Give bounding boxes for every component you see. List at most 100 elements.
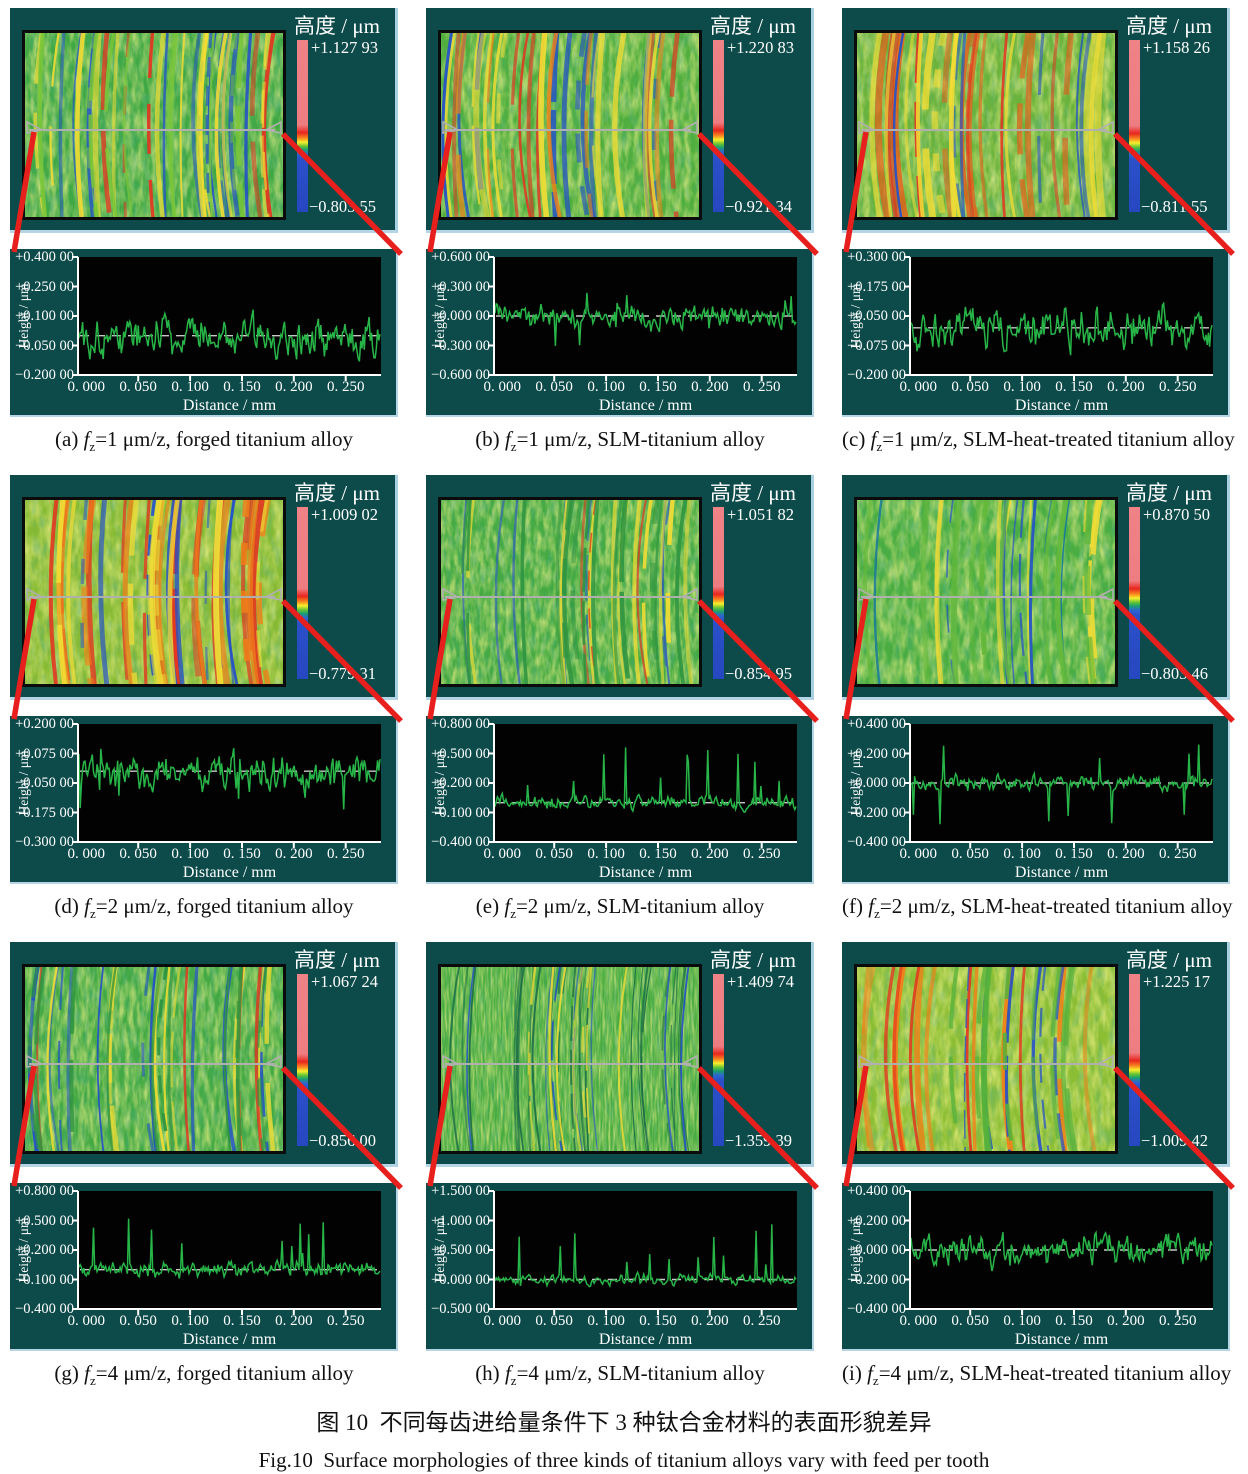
- surface-morphology-image: [438, 964, 702, 1155]
- panel-caption-text: =1 μm/z, SLM-heat-treated titanium alloy: [882, 427, 1235, 451]
- x-tick-label: 0. 100: [171, 1313, 209, 1330]
- panel-inner: 高度 / μm +1.051 82 −0.854 95 Height / μm …: [426, 475, 819, 928]
- colorbar-title: 高度 / μm: [1126, 481, 1212, 506]
- y-tick-label: −0.175 00: [15, 804, 74, 821]
- y-tick-label: −0.600 00: [431, 367, 490, 383]
- y-tick-label: +0.200 00: [15, 1242, 74, 1259]
- y-tick-label: −0.050 00: [15, 337, 74, 354]
- panel-inner: 高度 / μm +1.127 93 −0.803 55 Height / μm …: [10, 8, 403, 461]
- y-tick-label: +0.200 00: [847, 745, 906, 762]
- colorbar-max-label: +1.158 26: [1143, 38, 1211, 57]
- y-tick-label: +0.000 00: [431, 308, 490, 324]
- y-tick-label: −0.200 00: [847, 804, 906, 821]
- panel-caption-variable: f: [84, 894, 91, 919]
- x-tick-label: 0. 050: [951, 1313, 989, 1330]
- panel-caption-variable: f: [504, 894, 511, 919]
- surface-map-panel: 高度 / μm +1.220 83 −0.921 34: [426, 8, 819, 256]
- surface-texture: [441, 967, 699, 1152]
- x-tick-label: 0. 100: [587, 1313, 625, 1330]
- x-tick-label: 0. 250: [742, 379, 781, 395]
- figure-panel: 高度 / μm +1.009 02 −0.779 31 Height / μm …: [0, 467, 416, 934]
- surface-texture: [25, 500, 283, 685]
- profile-scan-line: [442, 1055, 698, 1069]
- x-tick-label: 0. 250: [326, 846, 365, 863]
- x-tick-label: 0. 200: [275, 379, 313, 395]
- surface-texture: [857, 967, 1115, 1152]
- surface-map-panel: 高度 / μm +1.225 17 −1.009 42: [842, 942, 1235, 1191]
- profile-scan-line: [858, 120, 1114, 134]
- panel-caption-variable-sub: z: [874, 906, 880, 922]
- x-axis-label: Distance / mm: [1014, 864, 1109, 882]
- figure-panel: 高度 / μm +1.127 93 −0.803 55 Height / μm …: [0, 0, 416, 467]
- panel-caption: (i) fz=4 μm/z, SLM-heat-treated titanium…: [842, 1359, 1231, 1395]
- y-tick-label: −0.200 00: [15, 367, 74, 383]
- x-tick-label: 0. 200: [691, 1313, 729, 1330]
- profile-plot-panel: Height / μm Distance / mm +1.500 00 +1.00…: [426, 1183, 814, 1352]
- x-tick-label: 0. 150: [639, 846, 677, 863]
- x-tick-label: 0. 000: [899, 1313, 938, 1330]
- surface-morphology-image: [22, 30, 286, 220]
- colorbar-title: 高度 / μm: [710, 948, 796, 973]
- panel-caption: (a) fz=1 μm/z, forged titanium alloy: [10, 425, 398, 461]
- colorbar-title: 高度 / μm: [710, 14, 796, 38]
- colorbar-min-label: −0.803 55: [309, 197, 377, 216]
- panel-inner: 高度 / μm +0.870 50 −0.803 46 Height / μm …: [842, 475, 1235, 928]
- panel-caption-text: =2 μm/z, SLM-titanium alloy: [515, 894, 765, 919]
- x-axis-label: Distance / mm: [1014, 397, 1109, 414]
- profile-plot: [904, 723, 1213, 849]
- x-tick-label: 0. 250: [1158, 1313, 1197, 1330]
- panel-caption-variable: f: [868, 894, 875, 919]
- x-tick-label: 0. 150: [223, 846, 261, 863]
- panel-caption-variable: f: [867, 1361, 873, 1386]
- colorbar-min-label: −1.359 39: [725, 1131, 793, 1151]
- x-tick-label: 0. 250: [1158, 846, 1197, 863]
- x-tick-label: 0. 000: [483, 846, 522, 863]
- figure-panel: 高度 / μm +1.158 26 −0.811 55 Height / μm …: [832, 0, 1248, 467]
- y-tick-label: +0.075 00: [15, 745, 74, 762]
- surface-map-panel: 高度 / μm +1.409 74 −1.359 39: [426, 942, 819, 1191]
- colorbar: [1129, 974, 1140, 1147]
- colorbar-max-label: +1.067 24: [311, 972, 379, 992]
- x-tick-label: 0. 050: [119, 846, 157, 863]
- x-tick-label: 0. 000: [483, 1313, 522, 1330]
- x-axis-label: Distance / mm: [598, 1331, 693, 1349]
- x-tick-label: 0. 000: [67, 379, 106, 395]
- colorbar-title: 高度 / μm: [1126, 948, 1212, 973]
- x-tick-label: 0. 150: [223, 1313, 261, 1330]
- profile-plot: [488, 256, 797, 381]
- panel-caption-text: =4 μm/z, forged titanium alloy: [95, 1361, 354, 1386]
- surface-morphology-image: [22, 964, 286, 1155]
- x-axis-label: Distance / mm: [182, 864, 277, 882]
- colorbar: [297, 974, 308, 1147]
- colorbar: [713, 974, 724, 1147]
- profile-plot-panel: Height / μm Distance / mm +0.600 00 +0.30…: [426, 249, 814, 417]
- y-tick-label: +0.500 00: [15, 1212, 74, 1229]
- panel-caption-index: (a): [55, 427, 79, 451]
- x-tick-label: 0. 000: [67, 846, 106, 863]
- surface-texture: [857, 500, 1115, 685]
- figure-panel: 高度 / μm +1.220 83 −0.921 34 Height / μm …: [416, 0, 832, 467]
- surface-map-panel: 高度 / μm +1.051 82 −0.854 95: [426, 475, 819, 724]
- panel-caption-text: =2 μm/z, forged titanium alloy: [95, 894, 354, 919]
- colorbar-min-label: −0.811 55: [1141, 197, 1208, 216]
- panel-caption-variable-sub: z: [510, 906, 516, 922]
- panel-caption-index: (c): [842, 427, 866, 451]
- x-tick-label: 0. 250: [326, 379, 365, 395]
- y-tick-label: +0.300 00: [847, 249, 906, 265]
- x-tick-label: 0. 100: [587, 379, 625, 395]
- y-tick-label: −0.050 00: [15, 775, 74, 792]
- panel-caption-text: =1 μm/z, SLM-titanium alloy: [516, 427, 765, 451]
- panel-caption-variable: f: [84, 1361, 91, 1386]
- y-tick-label: +1.500 00: [431, 1183, 490, 1200]
- profile-scan-line: [26, 120, 282, 134]
- x-tick-label: 0. 150: [223, 379, 261, 395]
- x-axis-label: Distance / mm: [598, 397, 693, 414]
- profile-plot-panel: Height / μm Distance / mm +0.400 00 +0.25…: [10, 249, 398, 417]
- y-tick-label: +0.200 00: [15, 716, 74, 733]
- x-tick-label: 0. 250: [1158, 379, 1197, 395]
- panel-caption-index: (h): [475, 1361, 500, 1386]
- y-tick-label: −0.200 00: [847, 1271, 906, 1288]
- x-tick-label: 0. 200: [1107, 1313, 1145, 1330]
- surface-texture: [441, 500, 699, 685]
- y-tick-label: −0.400 00: [15, 1301, 74, 1318]
